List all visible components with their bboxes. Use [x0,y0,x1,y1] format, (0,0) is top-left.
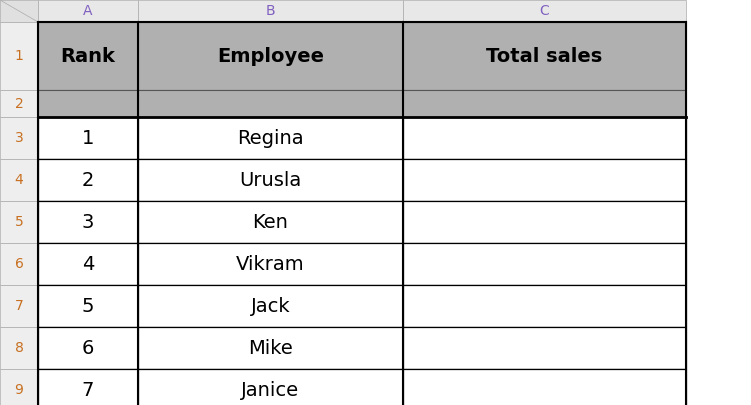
Bar [403,90,686,117]
Bar [38,0,138,22]
Text: 8: 8 [14,341,23,355]
Text: 7: 7 [14,299,23,313]
Bar [138,369,403,405]
Text: B: B [266,4,276,18]
Text: A: A [83,4,93,18]
Text: C: C [540,4,550,18]
Bar [0,22,38,90]
Bar [0,0,38,22]
Bar [0,159,38,201]
Bar [403,22,686,90]
Text: 2: 2 [82,171,94,190]
Bar [403,0,686,22]
Text: 4: 4 [14,173,23,187]
Text: Ken: Ken [252,213,288,232]
Bar [138,159,403,201]
Bar [138,201,403,243]
Text: Total sales: Total sales [487,47,602,66]
Text: 6: 6 [14,257,23,271]
Text: 5: 5 [82,296,94,315]
Bar [0,201,38,243]
Text: 5: 5 [14,215,23,229]
Text: Urusla: Urusla [240,171,302,190]
Bar [0,285,38,327]
Bar [403,159,686,201]
Text: 2: 2 [14,96,23,111]
Bar [0,369,38,405]
Text: 7: 7 [82,381,94,399]
Bar [38,327,138,369]
Text: 1: 1 [82,128,94,147]
Bar [403,243,686,285]
Bar [138,0,403,22]
Text: 4: 4 [82,254,94,273]
Bar [38,243,138,285]
Bar [0,327,38,369]
Bar [138,117,403,159]
Bar [138,327,403,369]
Text: Vikram: Vikram [236,254,305,273]
Bar [403,327,686,369]
Text: Janice: Janice [241,381,300,399]
Text: Mike: Mike [248,339,293,358]
Bar [38,22,138,90]
Bar [138,22,403,90]
Bar [38,201,138,243]
Text: Rank: Rank [61,47,116,66]
Bar [38,90,138,117]
Bar [138,90,403,117]
Text: Jack: Jack [251,296,291,315]
Bar [403,201,686,243]
Text: Employee: Employee [217,47,324,66]
Bar [403,117,686,159]
Bar [403,369,686,405]
Bar [38,285,138,327]
Bar [38,117,138,159]
Text: 3: 3 [82,213,94,232]
Text: 3: 3 [14,131,23,145]
Bar [403,285,686,327]
Text: Regina: Regina [237,128,304,147]
Text: 6: 6 [82,339,94,358]
Bar [38,369,138,405]
Bar [0,117,38,159]
Bar [0,243,38,285]
Bar [0,90,38,117]
Bar [138,243,403,285]
Text: 1: 1 [14,49,23,63]
Text: 9: 9 [14,383,23,397]
Bar [38,159,138,201]
Bar [138,285,403,327]
